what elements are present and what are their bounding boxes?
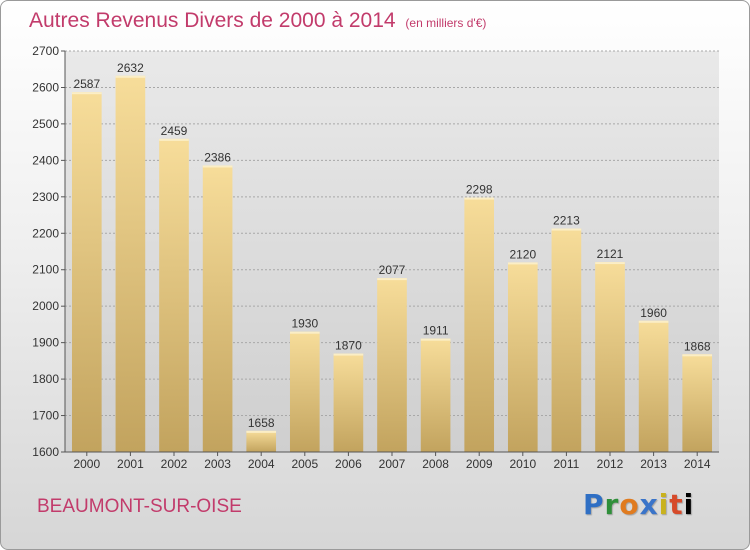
chart-title-main: Autres Revenus Divers de 2000 à 2014 xyxy=(29,9,396,32)
y-tick-label: 2300 xyxy=(32,190,59,204)
bars xyxy=(71,75,713,452)
bar-top-highlight xyxy=(420,338,451,341)
bar-2002 xyxy=(159,138,189,452)
y-axis: 1600 1700 1800 1900 2000 2100 2200 2300 2400 2500… xyxy=(32,44,66,459)
bar-2013 xyxy=(638,320,669,452)
data-label-2005: 1930 xyxy=(291,317,318,331)
bar-top-highlight xyxy=(682,354,713,357)
x-tick-label-2008: 2008 xyxy=(422,457,449,471)
y-tick-label: 1600 xyxy=(32,445,59,459)
chart-subtitle: (en milliers d'€) xyxy=(405,16,487,30)
y-tick-label: 2100 xyxy=(32,263,59,277)
x-tick-label-2001: 2001 xyxy=(117,457,144,471)
x-tick-label-2004: 2004 xyxy=(248,457,275,471)
data-labels: 2587 2632 2459 2386 1658 1930 1870 2077 1911 2298… xyxy=(73,61,710,430)
bar-2007 xyxy=(377,278,407,452)
x-tick-label-2011: 2011 xyxy=(553,457,579,471)
bar-2001 xyxy=(115,75,146,452)
data-label-2003: 2386 xyxy=(204,150,231,164)
proxiti-logo: Proxiti xyxy=(583,488,695,521)
y-tick-label: 1700 xyxy=(32,409,59,423)
bar-2011 xyxy=(551,228,582,452)
bar-top-highlight xyxy=(507,262,538,265)
data-label-2008: 1911 xyxy=(423,324,449,338)
x-tick-label-2002: 2002 xyxy=(161,457,188,471)
data-label-2009: 2298 xyxy=(466,183,493,197)
bar-top-highlight xyxy=(595,262,625,265)
y-tick-label: 2700 xyxy=(32,44,59,58)
data-label-2011: 2213 xyxy=(553,214,580,228)
bar-top-highlight xyxy=(464,197,495,200)
y-tick-label: 2400 xyxy=(32,153,59,167)
data-label-2001: 2632 xyxy=(117,61,144,75)
bar-top-highlight xyxy=(71,92,102,95)
city-name: BEAUMONT-SUR-OISE xyxy=(37,496,242,517)
y-tick-label: 2600 xyxy=(32,80,59,94)
bar-top-highlight xyxy=(638,320,669,323)
x-tick-label-2014: 2014 xyxy=(684,457,711,471)
y-tick-label: 2200 xyxy=(32,226,59,240)
data-label-2014: 1868 xyxy=(684,339,711,353)
data-label-2010: 2120 xyxy=(509,247,536,261)
bar-2014 xyxy=(682,354,713,452)
bar-2005 xyxy=(289,331,320,452)
y-tick-label: 2500 xyxy=(32,117,59,131)
data-label-2002: 2459 xyxy=(161,124,188,138)
y-tick-label: 1900 xyxy=(32,336,59,350)
bar-top-highlight xyxy=(551,228,582,231)
data-label-2006: 1870 xyxy=(335,339,362,353)
bar-2008 xyxy=(420,338,451,452)
bar-top-highlight xyxy=(115,75,146,78)
data-label-2007: 2077 xyxy=(379,263,406,277)
bar-top-highlight xyxy=(289,331,320,334)
x-axis: 2000 2001 2002 2003 2004 2005 2006 2007 2008 2009… xyxy=(65,451,719,471)
bar-top-highlight xyxy=(202,165,233,168)
bar-2010 xyxy=(507,262,538,452)
data-label-2013: 1960 xyxy=(640,306,667,320)
bar-top-highlight xyxy=(159,138,189,141)
data-label-2000: 2587 xyxy=(73,77,100,91)
bar-top-highlight xyxy=(246,430,277,433)
data-label-2004: 1658 xyxy=(248,416,275,430)
x-tick-label-2003: 2003 xyxy=(204,457,231,471)
bar-top-highlight xyxy=(377,278,407,281)
x-tick-label-2012: 2012 xyxy=(597,457,624,471)
bar-2004 xyxy=(246,430,277,452)
x-tick-label-2010: 2010 xyxy=(509,457,536,471)
x-tick-label-2006: 2006 xyxy=(335,457,362,471)
bar-2000 xyxy=(71,92,102,452)
bar-2009 xyxy=(464,197,495,452)
x-tick-label-2005: 2005 xyxy=(291,457,318,471)
chart-title: Autres Revenus Divers de 2000 à 2014 (en… xyxy=(29,9,486,33)
x-tick-label-2007: 2007 xyxy=(379,457,406,471)
x-tick-label-2009: 2009 xyxy=(466,457,493,471)
x-tick-label-2000: 2000 xyxy=(73,457,100,471)
bar-2006 xyxy=(333,353,364,452)
y-tick-label: 2000 xyxy=(32,299,59,313)
x-tick-label-2013: 2013 xyxy=(640,457,667,471)
bar-2012 xyxy=(595,262,625,452)
bar-top-highlight xyxy=(333,353,364,356)
bar-2003 xyxy=(202,165,233,452)
y-tick-label: 1800 xyxy=(32,372,59,386)
data-label-2012: 2121 xyxy=(597,247,624,261)
